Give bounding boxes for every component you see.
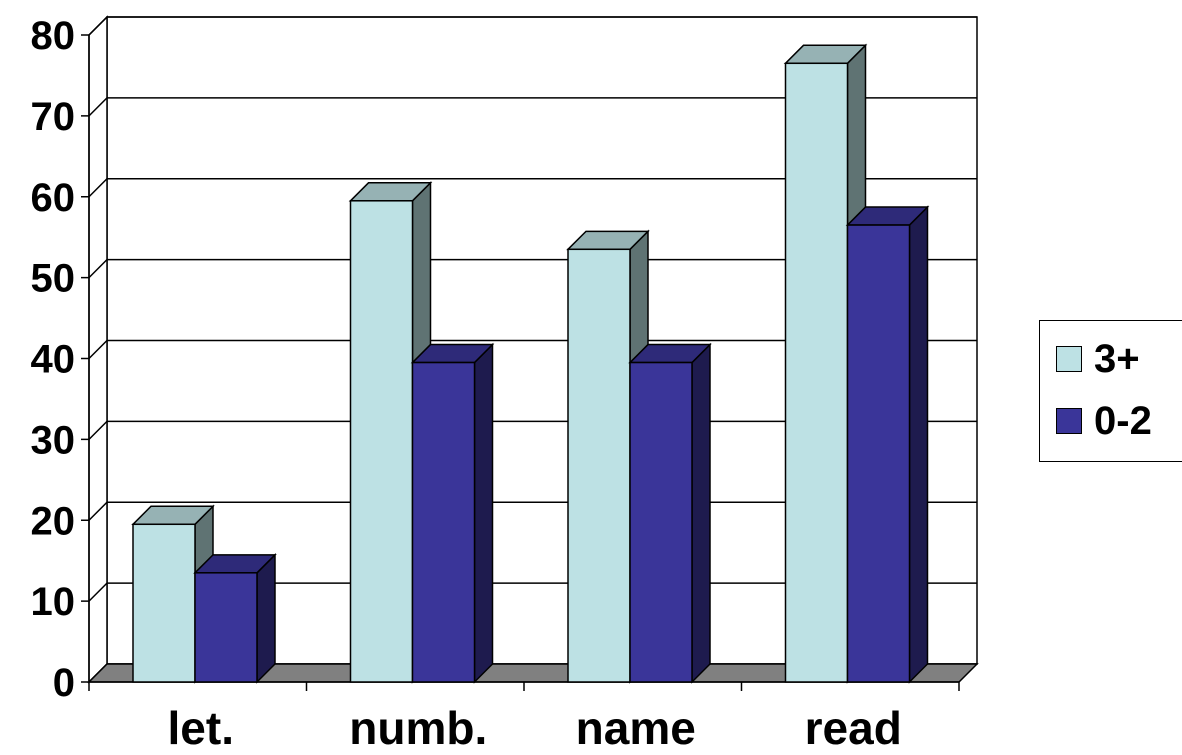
y-tick-label: 30	[31, 418, 76, 462]
gridline	[88, 16, 977, 36]
bar	[629, 361, 693, 683]
y-tick-label: 20	[31, 499, 76, 543]
bars	[131, 43, 930, 684]
y-tick-label: 50	[31, 257, 76, 301]
y-tick-label: 70	[31, 95, 76, 139]
y-tick-label: 40	[31, 338, 76, 382]
y-tick-label: 10	[31, 580, 76, 624]
bar	[784, 62, 849, 683]
y-axis-tick-labels: 0 10 20 30 40 50 60 70 80	[31, 14, 76, 705]
legend: 3+ 0-2	[1039, 320, 1182, 462]
bar	[411, 361, 476, 683]
bar	[846, 224, 911, 683]
y-tick-label: 60	[31, 176, 76, 220]
legend-swatch-series-2	[1056, 408, 1082, 434]
gridline	[88, 97, 977, 117]
gridline	[88, 339, 977, 360]
x-axis-category-labels: let. numb. name read	[168, 702, 902, 754]
x-category-label: name	[576, 702, 696, 754]
bar	[567, 248, 631, 683]
bar	[349, 200, 414, 683]
gridline	[88, 178, 977, 198]
bar	[194, 572, 258, 683]
bar	[132, 523, 196, 683]
x-category-label: read	[805, 702, 902, 754]
legend-item-series-1: 3+	[1056, 337, 1140, 381]
legend-item-series-2: 0-2	[1056, 399, 1152, 443]
x-category-label: let.	[168, 702, 234, 754]
bar-side	[908, 205, 929, 684]
x-category-label: numb.	[349, 702, 487, 754]
legend-swatch-series-1	[1056, 346, 1082, 372]
legend-label-series-1: 3+	[1094, 337, 1140, 381]
bar-side	[691, 342, 711, 684]
legend-label-series-2: 0-2	[1094, 399, 1152, 443]
y-tick-label: 80	[31, 14, 76, 58]
bar-side	[473, 342, 494, 684]
y-tick-label: 0	[53, 661, 75, 705]
gridline	[88, 258, 977, 279]
bar-side	[256, 553, 276, 684]
